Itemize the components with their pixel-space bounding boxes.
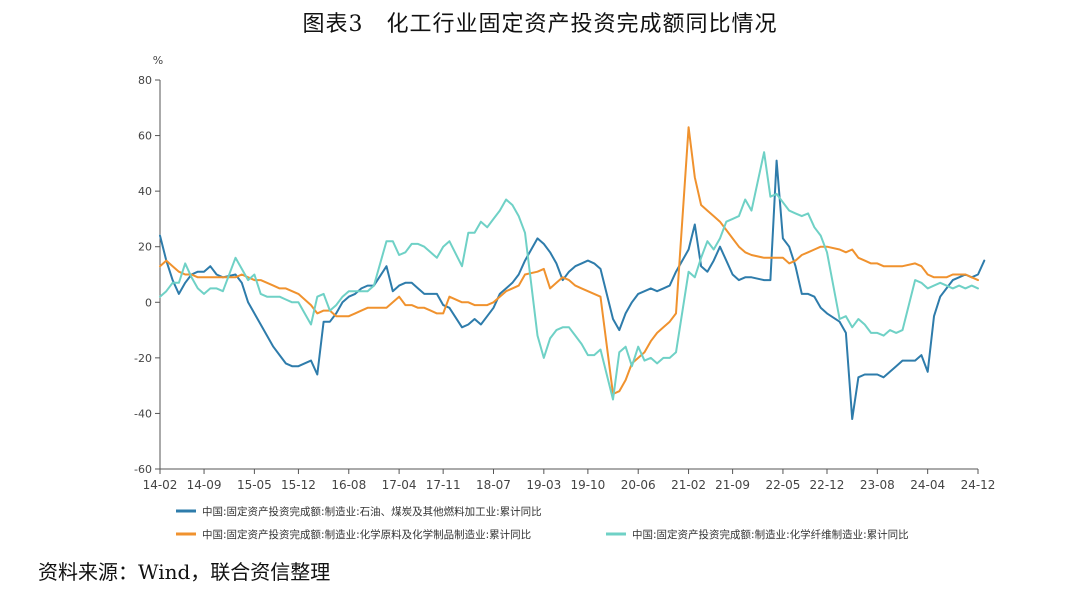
y-tick-label: -20 [134, 352, 152, 365]
series-line-1 [159, 159, 986, 420]
chart-legend: 中国:固定资产投资完成额:制造业:石油、煤炭及其他燃料加工业:累计同比中国:固定… [176, 505, 909, 541]
source-note: 资料来源：Wind，联合资信整理 [38, 560, 331, 584]
legend-label-1: 中国:固定资产投资完成额:制造业:石油、煤炭及其他燃料加工业:累计同比 [202, 505, 542, 518]
x-tick-label: 17-04 [382, 478, 417, 492]
x-tick-label: 21-09 [715, 478, 750, 492]
x-tick-label: 24-04 [910, 478, 945, 492]
x-tick-label: 23-08 [860, 478, 895, 492]
legend-label-3: 中国:固定资产投资完成额:制造业:化学纤维制造业:累计同比 [632, 528, 909, 541]
y-tick-label: 40 [138, 185, 152, 198]
series-line-3 [159, 151, 979, 401]
x-tick-label: 14-02 [143, 478, 178, 492]
y-axis-unit: % [153, 54, 163, 67]
series-line-2 [159, 126, 979, 395]
y-tick-label: 80 [138, 74, 152, 87]
x-tick-label: 20-06 [621, 478, 656, 492]
x-tick-label: 18-07 [476, 478, 511, 492]
x-tick-label: 21-02 [671, 478, 706, 492]
series-layer [159, 126, 986, 420]
legend-label-2: 中国:固定资产投资完成额:制造业:化学原料及化学制品制造业:累计同比 [202, 528, 531, 541]
x-tick-label: 22-12 [810, 478, 845, 492]
x-tick-label: 16-08 [331, 478, 366, 492]
x-tick-label: 19-10 [570, 478, 605, 492]
y-tick-label: -60 [134, 463, 152, 476]
y-tick-label: 0 [145, 296, 152, 309]
figure-title: 图表3 化工行业固定资产投资完成额同比情况 [302, 12, 778, 37]
x-tick-label: 14-09 [187, 478, 222, 492]
x-tick-label: 24-12 [961, 478, 996, 492]
y-tick-label: 20 [138, 241, 152, 254]
y-tick-label: -40 [134, 407, 152, 420]
y-tick-label: 60 [138, 130, 152, 143]
x-tick-label: 17-11 [426, 478, 461, 492]
chart-axes: % -60 -40 -20 0 20 40 60 80 14-02 14-09 15-05 15-12 1… [134, 54, 995, 492]
x-tick-label: 19-03 [526, 478, 561, 492]
x-tick-label: 15-05 [237, 478, 272, 492]
x-tick-label: 22-05 [766, 478, 801, 492]
x-tick-label: 15-12 [281, 478, 316, 492]
